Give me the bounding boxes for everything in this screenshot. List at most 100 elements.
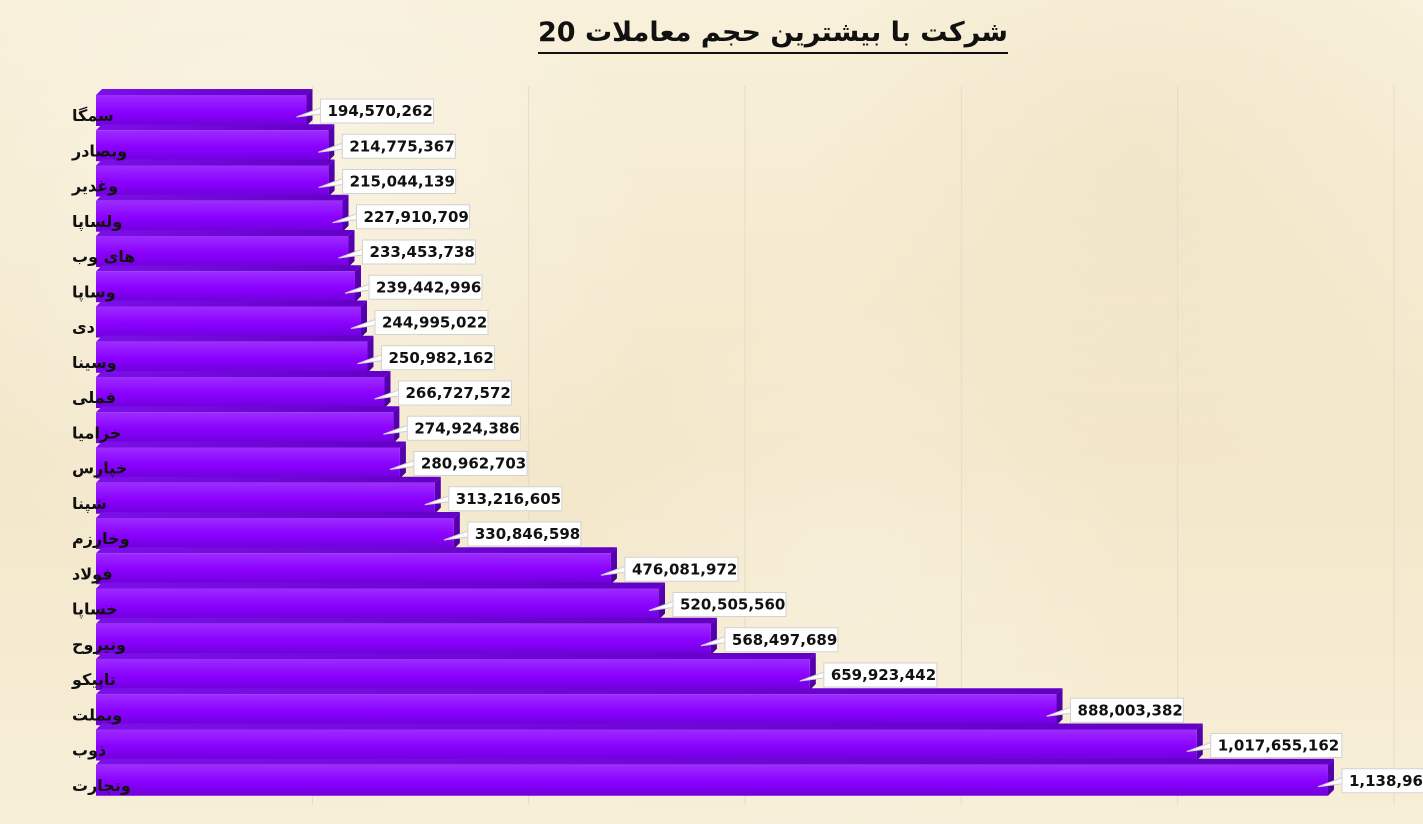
data-label: 520,505,560 xyxy=(680,596,785,614)
bar-top xyxy=(96,512,460,518)
bar-top xyxy=(96,476,441,483)
bar-top xyxy=(96,159,335,166)
data-label-box xyxy=(672,592,787,617)
data-label-box xyxy=(448,486,563,512)
bar-end xyxy=(393,406,400,444)
data-label: 313,216,605 xyxy=(456,490,561,508)
bar xyxy=(96,412,394,444)
category-label: وبصادر xyxy=(71,141,127,160)
bar-end xyxy=(809,653,816,690)
bar-end xyxy=(361,300,368,338)
data-label: 568,497,689 xyxy=(732,631,837,649)
bar-end xyxy=(710,617,717,655)
category-label: وتجارت xyxy=(72,776,131,795)
data-label: 194,570,262 xyxy=(327,102,432,120)
bar-top xyxy=(96,124,335,131)
category-label: خساپا xyxy=(72,600,118,620)
bar-top xyxy=(96,335,374,342)
category-label: دی xyxy=(72,318,95,337)
bar-top xyxy=(96,617,717,624)
bar-top xyxy=(96,441,406,448)
bar-end xyxy=(306,89,313,126)
category-label: خزامیا xyxy=(72,423,121,442)
bar-end xyxy=(1056,688,1063,726)
bar xyxy=(96,623,711,655)
bar-top xyxy=(96,688,1063,695)
data-label: 215,044,139 xyxy=(350,173,455,191)
bar-top xyxy=(96,230,355,236)
data-label: 239,442,996 xyxy=(376,278,481,296)
data-label-box xyxy=(624,556,739,582)
category-label: تاپیکو xyxy=(71,670,116,690)
data-label: 330,846,598 xyxy=(475,525,580,543)
bar-end xyxy=(348,230,355,267)
data-label-box xyxy=(823,662,938,688)
bar xyxy=(96,553,611,585)
bar xyxy=(96,271,355,303)
data-label-box xyxy=(380,345,495,371)
bar-top xyxy=(96,582,666,589)
bar xyxy=(96,236,349,267)
bar xyxy=(96,95,307,126)
data-label: 233,453,738 xyxy=(370,243,475,261)
data-label: 888,003,382 xyxy=(1078,701,1183,719)
data-label: 659,923,442 xyxy=(831,666,936,684)
data-label-box xyxy=(341,133,456,159)
chart-title: 20 شرکت با بیشترین حجم معاملات xyxy=(538,18,1008,54)
category-label: وسینا xyxy=(72,353,117,372)
category-label: ذوب xyxy=(72,741,106,760)
bar xyxy=(96,482,435,514)
category-label: ولساپا xyxy=(72,212,122,232)
data-label-box xyxy=(368,274,483,300)
data-label: 250,982,162 xyxy=(388,349,493,367)
data-label-box xyxy=(362,239,477,265)
bar xyxy=(96,200,343,232)
data-label: 214,775,367 xyxy=(349,137,454,155)
data-label: 266,727,572 xyxy=(406,384,511,402)
category-label: های وب xyxy=(72,247,135,266)
category-label: وخارزم xyxy=(72,529,130,548)
bar-end xyxy=(384,371,391,408)
category-label: وغدیر xyxy=(71,177,118,196)
data-label-box xyxy=(342,169,457,194)
data-label-box xyxy=(1341,768,1423,794)
bar xyxy=(96,764,1328,796)
bar-top xyxy=(96,653,816,659)
data-label: 1,138,961,156 xyxy=(1349,772,1423,790)
bar xyxy=(96,588,660,620)
bar-end xyxy=(354,265,361,303)
data-label: 280,962,703 xyxy=(421,455,526,473)
bar-top xyxy=(96,406,400,413)
bar-top xyxy=(96,194,349,201)
data-label: 227,910,709 xyxy=(364,208,469,226)
bar-end xyxy=(342,194,349,232)
data-label: 476,081,972 xyxy=(632,560,737,578)
data-label-box xyxy=(1210,733,1343,758)
bar xyxy=(96,306,362,338)
bar-top xyxy=(96,89,313,95)
bar xyxy=(96,518,454,549)
category-label: ونیروح xyxy=(72,635,126,654)
bar-end xyxy=(610,547,617,585)
bar-top xyxy=(96,265,361,272)
bar xyxy=(96,377,385,408)
data-label-box xyxy=(1070,697,1185,723)
data-label-box xyxy=(413,451,528,476)
data-label-box xyxy=(356,204,471,230)
bar-end xyxy=(328,124,335,162)
bar-end xyxy=(434,476,441,514)
bar xyxy=(96,130,329,162)
bar-top xyxy=(96,547,617,554)
category-label: سمگا xyxy=(72,106,114,125)
category-label: شپنا xyxy=(72,494,107,514)
bar-end xyxy=(1327,758,1334,796)
bar-end xyxy=(659,582,666,620)
data-label-box xyxy=(374,310,489,335)
bar xyxy=(96,729,1197,761)
bar-end xyxy=(328,159,335,197)
bar-top xyxy=(96,300,368,307)
bar xyxy=(96,659,810,690)
category-label: فملی xyxy=(72,388,116,407)
